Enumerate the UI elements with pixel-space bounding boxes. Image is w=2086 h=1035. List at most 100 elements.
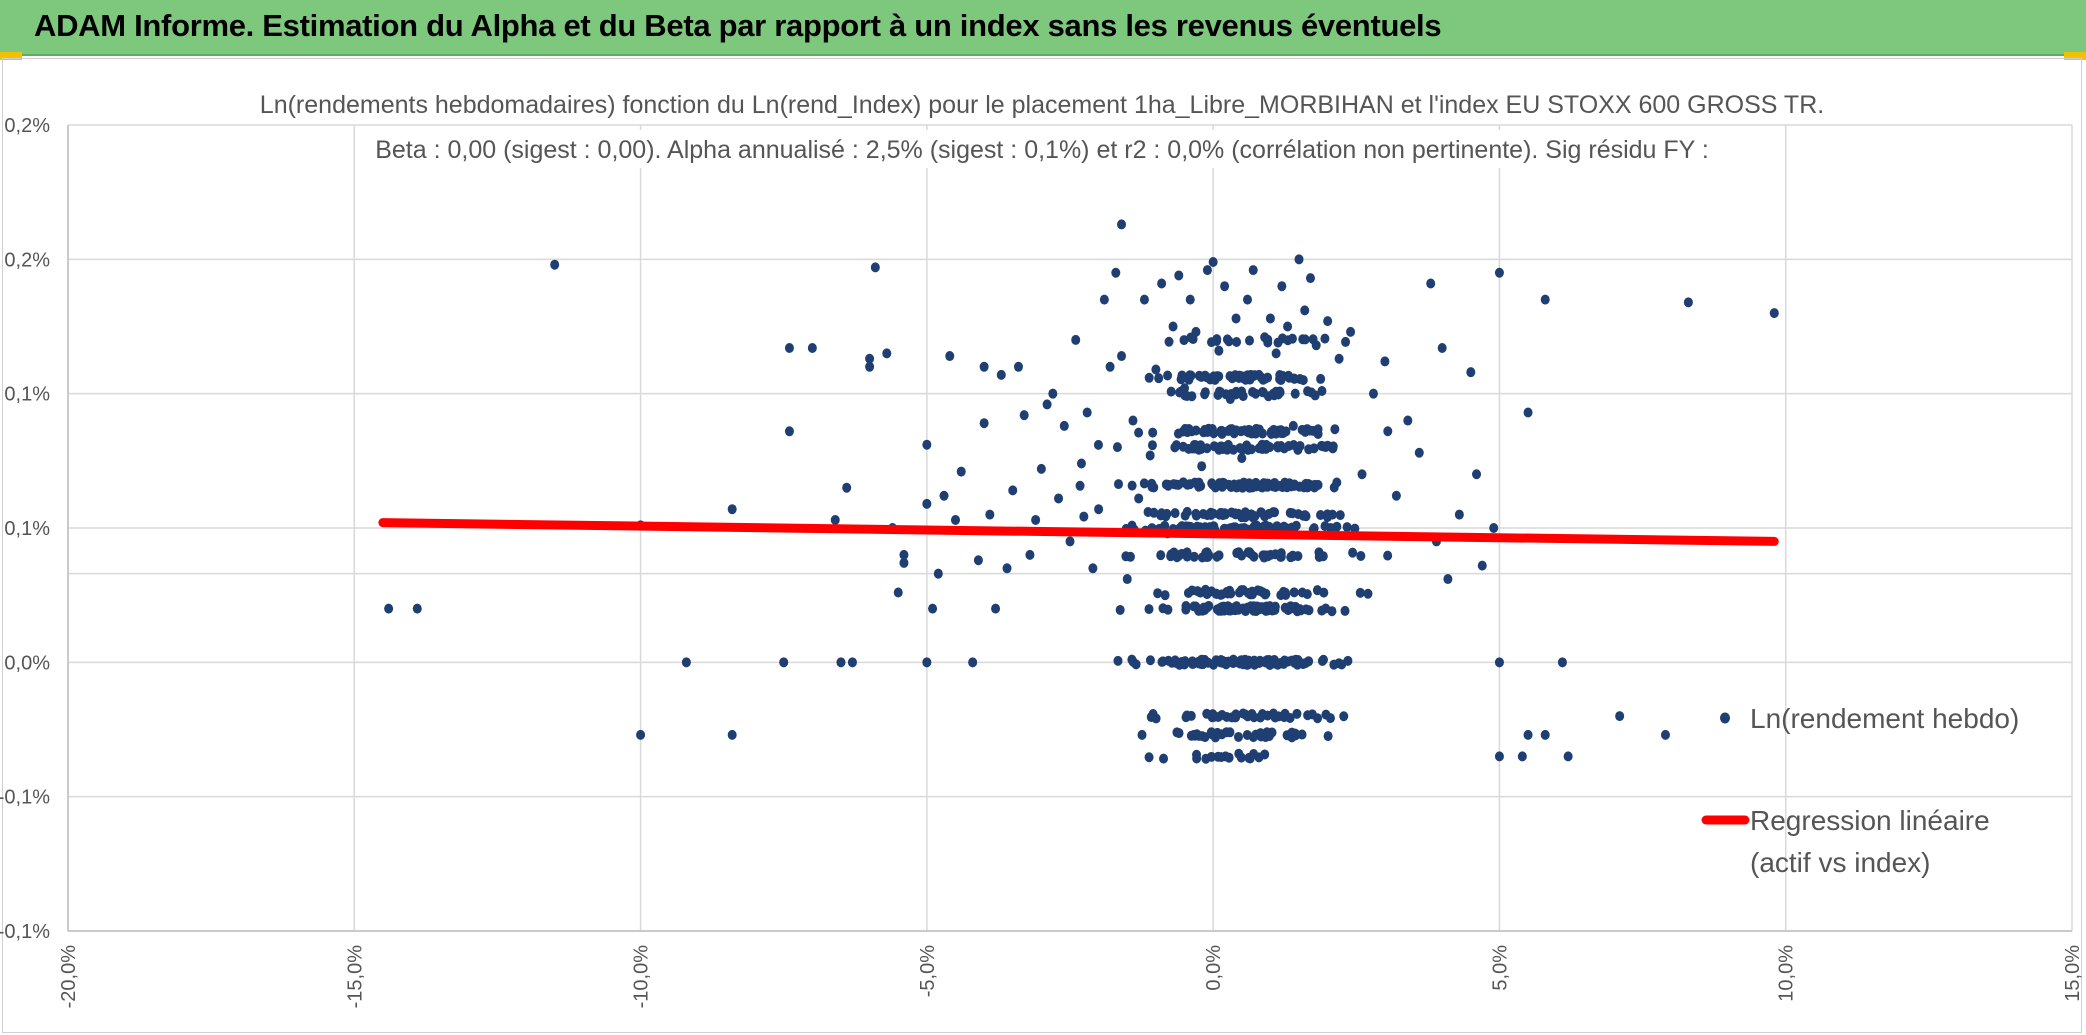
data-point <box>1113 479 1123 490</box>
data-point <box>928 603 938 614</box>
data-point <box>922 657 932 668</box>
data-point <box>1335 510 1345 521</box>
y-tick-label: -0,1% <box>0 787 50 809</box>
data-point <box>1214 345 1224 356</box>
data-point <box>1183 587 1193 598</box>
data-point <box>1134 427 1144 438</box>
data-point <box>1233 731 1243 742</box>
data-point <box>973 555 983 566</box>
data-point <box>1289 587 1299 598</box>
data-point <box>1472 469 1482 480</box>
data-point <box>1258 387 1268 398</box>
legend-label-points: Ln(rendement hebdo) <box>1750 703 2019 734</box>
data-point <box>830 514 840 525</box>
data-point <box>1200 424 1210 435</box>
data-point <box>1466 367 1476 378</box>
data-point <box>1088 563 1098 574</box>
data-point <box>991 603 1001 614</box>
data-point <box>1159 753 1169 764</box>
data-point <box>1615 711 1625 722</box>
data-point <box>1185 294 1195 305</box>
data-point <box>1517 751 1527 762</box>
data-point <box>1217 481 1227 492</box>
legend-marker-points <box>1720 712 1730 724</box>
data-point <box>727 504 737 515</box>
data-point <box>1304 444 1314 455</box>
data-point <box>865 361 875 372</box>
data-point <box>1245 482 1255 493</box>
data-point <box>1163 370 1173 381</box>
title-bg <box>361 130 1723 168</box>
data-point <box>1160 590 1170 601</box>
y-tick-label: -0,1% <box>0 921 50 943</box>
data-point <box>1177 548 1187 559</box>
data-point <box>899 557 909 568</box>
data-point <box>1339 711 1349 722</box>
data-point <box>979 418 989 429</box>
data-point <box>1190 477 1200 488</box>
data-point <box>1287 333 1297 344</box>
data-point <box>1174 270 1184 281</box>
data-point <box>1323 731 1333 742</box>
chart-title-line: Ln(rendements hebdomadaires) fonction du… <box>260 91 1824 119</box>
data-point <box>1313 713 1323 724</box>
data-point <box>1117 351 1127 362</box>
regression-line <box>378 518 1779 546</box>
y-tick-label: 0,2% <box>4 115 50 137</box>
data-point <box>1289 373 1299 384</box>
data-point <box>784 426 794 437</box>
data-point <box>1157 508 1167 519</box>
data-point <box>1206 727 1216 738</box>
data-point <box>1173 479 1183 490</box>
data-point <box>1192 753 1202 764</box>
data-point <box>1179 335 1189 346</box>
data-point <box>1236 426 1246 437</box>
y-tick-label: 0,1% <box>4 518 50 540</box>
data-point <box>1160 520 1170 531</box>
data-point <box>1231 712 1241 723</box>
data-point <box>1523 729 1533 740</box>
data-point <box>996 369 1006 380</box>
chart-title-line: Beta : 0,00 (sigest : 0,00). Alpha annua… <box>375 136 1709 164</box>
data-point <box>922 439 932 450</box>
data-point <box>1306 387 1316 398</box>
data-point <box>1196 371 1206 382</box>
x-tick-label: 10,0% <box>1776 945 1798 1002</box>
data-point <box>1208 257 1218 268</box>
data-point <box>1223 426 1233 437</box>
data-point <box>1170 655 1180 666</box>
data-point <box>1249 551 1259 562</box>
data-point <box>1380 356 1390 367</box>
data-point <box>1237 453 1247 464</box>
data-point <box>1403 415 1413 426</box>
data-point <box>1202 443 1212 454</box>
data-point <box>1197 461 1207 472</box>
data-point <box>1264 731 1274 742</box>
data-point <box>1188 659 1198 670</box>
legend-label-regression-sub: (actif vs index) <box>1750 847 1931 878</box>
data-point <box>1105 361 1115 372</box>
data-point <box>1019 410 1029 421</box>
data-point <box>1271 428 1281 439</box>
data-point <box>1194 444 1204 455</box>
data-point <box>1293 444 1303 455</box>
data-point <box>1154 373 1164 384</box>
data-point <box>1145 450 1155 461</box>
data-point <box>1494 751 1504 762</box>
data-point <box>1239 509 1249 520</box>
data-point <box>1187 443 1197 454</box>
data-point <box>1186 710 1196 721</box>
data-point <box>1330 424 1340 435</box>
data-point <box>1220 281 1230 292</box>
data-point <box>1340 605 1350 616</box>
data-point <box>1234 479 1244 490</box>
data-point <box>1121 551 1131 562</box>
data-point <box>1163 480 1173 491</box>
data-point <box>1166 549 1176 560</box>
chart-title: Ln(rendements hebdomadaires) fonction du… <box>250 85 1834 168</box>
data-point <box>1191 425 1201 436</box>
data-point <box>1334 353 1344 364</box>
data-point <box>1065 536 1075 547</box>
data-point <box>1082 407 1092 418</box>
